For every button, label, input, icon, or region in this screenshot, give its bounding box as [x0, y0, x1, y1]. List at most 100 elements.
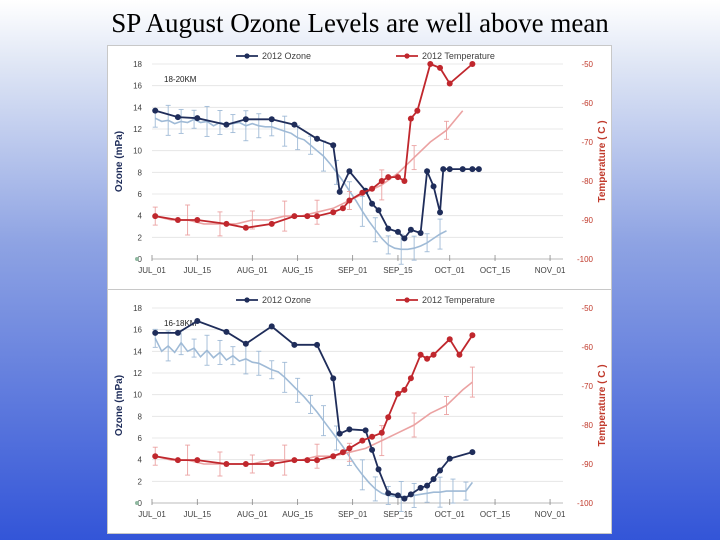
y2-tick-label: -70	[581, 382, 593, 391]
data-point	[385, 490, 392, 497]
y-tick-label: 14	[133, 103, 142, 112]
legend: 2012 Ozone 2012 Temperature	[236, 295, 495, 305]
legend-ozone-marker	[244, 297, 250, 303]
legend-ozone-marker	[244, 53, 250, 59]
chart-18-20km: 0 2 4 6 8 10 12 14 16 18 -100 -90 -80 -70 -60 -50 JUL_01…	[107, 45, 612, 290]
series-line	[155, 62, 473, 229]
data-point	[446, 336, 453, 343]
data-point	[336, 188, 343, 195]
data-point	[414, 107, 421, 114]
data-point	[417, 351, 424, 358]
data-point	[459, 166, 466, 173]
x-tick-label: OCT_01	[435, 266, 466, 275]
chart-16-18km: 0 2 4 6 8 10 12 14 16 18 -100 -90 -80 -70 -60 -50 JUL_01…	[107, 289, 612, 534]
data-point	[346, 426, 353, 433]
data-point	[268, 220, 275, 227]
legend-temp-label: 2012 Temperature	[422, 51, 495, 61]
series-line	[155, 320, 473, 500]
data-point	[223, 461, 230, 467]
data-point	[242, 461, 249, 467]
y-tick-label: 6	[138, 434, 143, 443]
data-point	[401, 178, 408, 184]
data-point	[291, 341, 298, 348]
data-point	[440, 166, 447, 173]
data-point	[223, 121, 230, 128]
data-point	[291, 457, 298, 464]
x-tick-label: SEP_01	[338, 266, 368, 275]
data-point	[242, 340, 249, 347]
x-tick-label: AUG_01	[237, 266, 268, 275]
data-point	[174, 217, 181, 223]
origin-marker	[135, 257, 139, 261]
data-point	[375, 207, 382, 214]
y-tick-label: 4	[138, 212, 143, 221]
y-tick-label: 6	[138, 190, 143, 199]
y2-tick-label: -80	[581, 421, 593, 430]
data-point	[369, 446, 376, 453]
x-tick-label: AUG_15	[282, 266, 313, 275]
data-point	[242, 224, 249, 231]
data-point	[417, 230, 424, 236]
data-point	[291, 121, 298, 128]
data-point	[152, 329, 159, 336]
x-tick-label: NOV_01	[535, 266, 566, 275]
y2-tick-label: -90	[581, 460, 593, 469]
data-point	[446, 80, 453, 87]
series-line	[155, 110, 464, 225]
data-point	[314, 213, 321, 220]
data-point	[194, 115, 201, 122]
x-tick-label: OCT_15	[480, 510, 511, 519]
y-tick-label: 12	[133, 369, 142, 378]
data-point	[446, 166, 453, 173]
data-point	[346, 445, 353, 452]
data-point	[339, 205, 346, 212]
x-tick-label: AUG_15	[282, 510, 313, 519]
data-point	[268, 323, 275, 330]
y-tick-label: 2	[138, 233, 143, 242]
x-tick-label: NOV_01	[535, 510, 566, 519]
data-point	[174, 457, 181, 464]
data-point	[174, 114, 181, 121]
data-point	[401, 235, 408, 242]
data-point	[407, 491, 414, 498]
x-tick-label: SEP_15	[383, 510, 413, 519]
series-temperature-mean	[152, 366, 475, 477]
data-point	[475, 166, 482, 173]
data-point	[268, 461, 275, 467]
data-point	[369, 185, 376, 192]
data-point	[401, 495, 408, 502]
legend-ozone-label: 2012 Ozone	[262, 295, 311, 305]
data-point	[385, 225, 392, 232]
data-point	[152, 107, 159, 114]
data-point	[359, 189, 366, 196]
data-point	[469, 166, 476, 173]
series-temperature-2012	[152, 61, 476, 231]
y2-axis-title: Temperature ( C )	[597, 120, 608, 202]
data-point	[346, 168, 353, 175]
data-point	[375, 466, 382, 473]
data-point	[369, 433, 376, 440]
x-tick-label: SEP_15	[383, 266, 413, 275]
y2-tick-label: -100	[577, 499, 594, 508]
data-point	[174, 329, 181, 336]
data-point	[330, 453, 337, 460]
y-tick-label: 2	[138, 477, 143, 486]
data-point	[430, 476, 437, 483]
data-point	[378, 178, 385, 184]
data-point	[469, 332, 476, 339]
data-point	[194, 318, 201, 324]
data-point	[194, 457, 201, 464]
data-point	[339, 449, 346, 456]
data-point	[424, 355, 431, 362]
data-point	[304, 213, 311, 220]
data-point	[314, 457, 321, 464]
data-point	[223, 220, 230, 227]
slide-title: SP August Ozone Levels are well above me…	[111, 8, 609, 38]
data-point	[378, 429, 385, 436]
y-tick-label: 0	[138, 255, 143, 264]
data-point	[407, 115, 414, 122]
data-point	[330, 375, 337, 382]
y2-tick-label: -50	[581, 304, 593, 313]
data-point	[359, 437, 366, 444]
data-point	[437, 64, 444, 71]
